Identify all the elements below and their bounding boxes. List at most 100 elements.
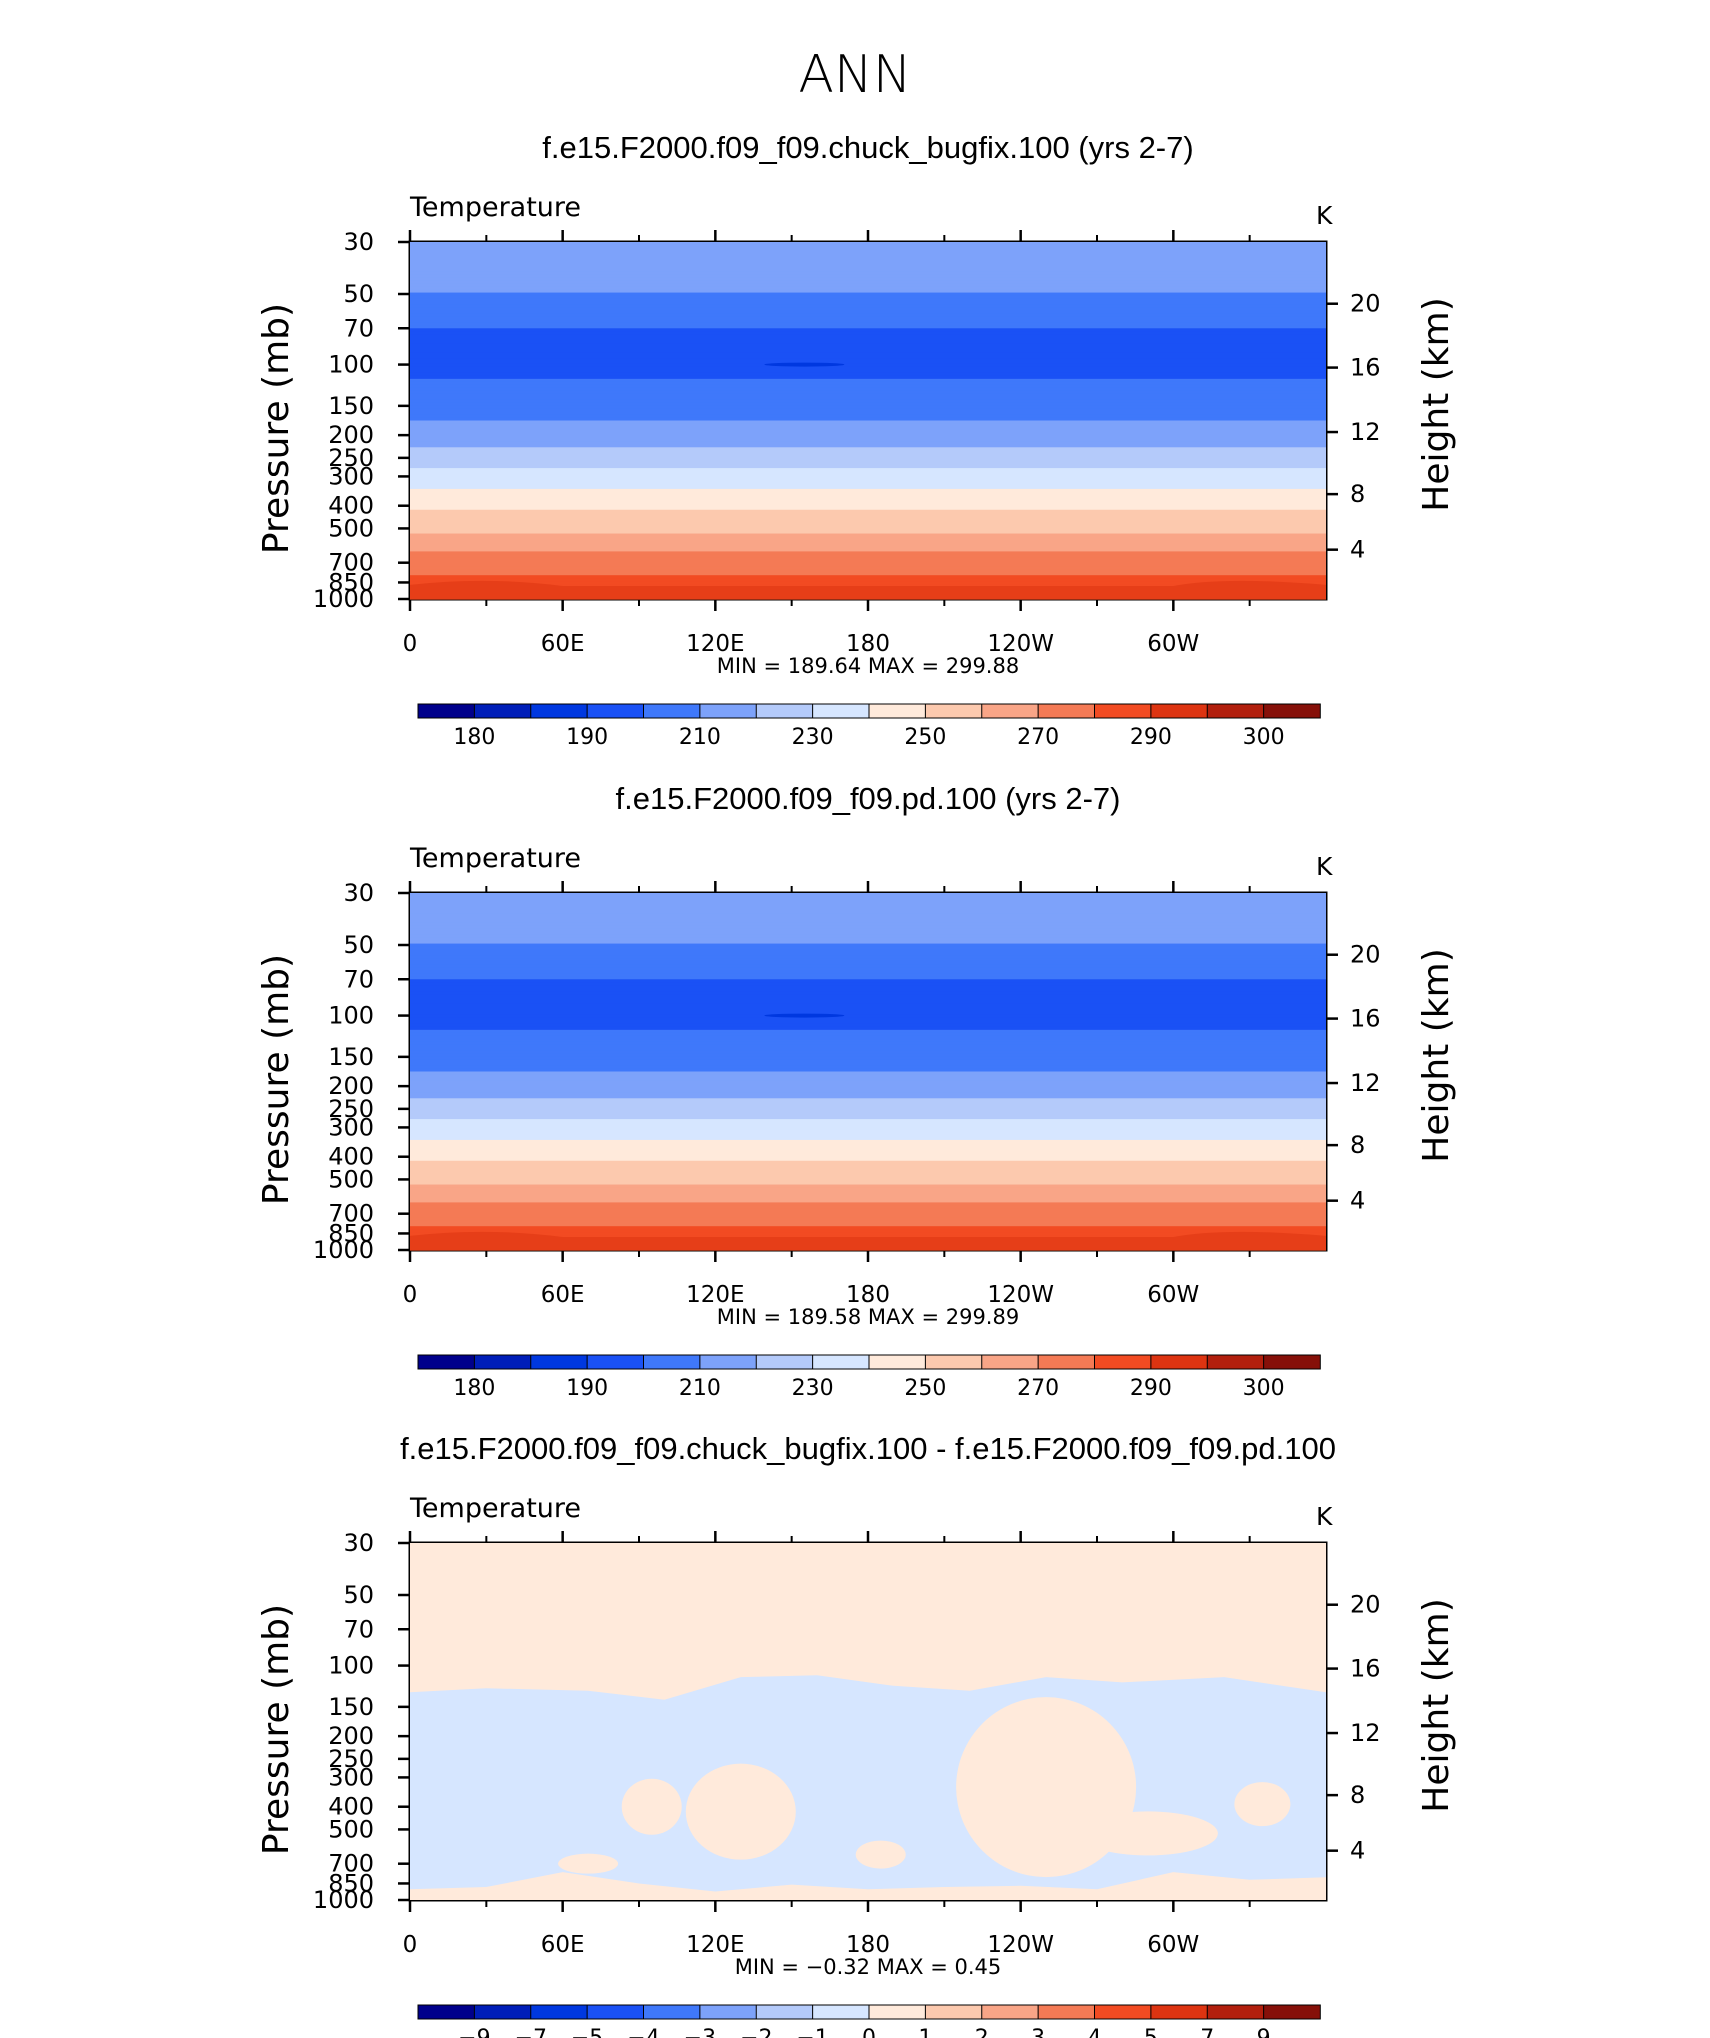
x-tick-label: 60E [541, 631, 585, 657]
temperature-band [410, 1074, 1326, 1079]
temperature-band [410, 937, 1326, 942]
y-tick-label: 100 [328, 1002, 374, 1030]
variable-label: Temperature [409, 1493, 581, 1524]
temperature-band [410, 450, 1326, 454]
temperature-band [410, 355, 1326, 359]
temperature-band [410, 438, 1326, 442]
x-tick-label: 180 [846, 1932, 890, 1958]
temperature-band [410, 1014, 1326, 1019]
temperature-band [410, 955, 1326, 960]
y-tick-label: 500 [328, 514, 374, 542]
temperature-band [410, 1226, 1326, 1230]
temperature-band [410, 1056, 1326, 1061]
colorbar-swatch [1150, 2004, 1209, 2020]
temperature-band [410, 349, 1326, 353]
temperature-band [410, 429, 1326, 433]
colorbar-label: 290 [1130, 725, 1172, 750]
x-tick-label: 180 [846, 1282, 890, 1308]
x-tick-label: 60E [541, 1282, 585, 1308]
colorbar-label: 4 [1088, 2026, 1102, 2038]
panel-title: f.e15.F2000.f09_f09.chuck_bugfix.100 (yr… [542, 130, 1193, 165]
min-max-stats: MIN = 189.58 MAX = 299.89 [717, 1305, 1019, 1329]
y-tick-label: 70 [343, 314, 374, 342]
temperature-band [410, 295, 1326, 300]
temperature-band [410, 494, 1326, 499]
temperature-band [410, 895, 1326, 900]
panel-title: f.e15.F2000.f09_f09.chuck_bugfix.100 - f… [400, 1431, 1336, 1466]
colorbar-swatch [924, 2004, 983, 2020]
x-tick-label: 120W [987, 1282, 1054, 1308]
temperature-band [410, 925, 1326, 930]
temperature-band [410, 497, 1326, 502]
colorbar-label: 190 [566, 1376, 608, 1401]
x-tick-label: 60E [541, 1932, 585, 1958]
temperature-band [410, 277, 1326, 282]
y-axis-title: Pressure (mb) [256, 954, 297, 1205]
y-tick-label: 150 [328, 1693, 374, 1721]
temperature-band [410, 307, 1326, 312]
figure-title: ANN [798, 45, 911, 105]
y-right-tick-label: 8 [1350, 1781, 1365, 1809]
temperature-band [410, 411, 1326, 416]
temperature-band [410, 262, 1326, 267]
y-tick-label: 850 [328, 1870, 374, 1898]
units-label: K [1316, 1502, 1333, 1531]
temperature-band [410, 337, 1326, 341]
temperature-band [410, 961, 1326, 965]
temperature-band [410, 462, 1326, 466]
temperature-band [410, 1041, 1326, 1046]
colorbar-label: −2 [740, 2026, 772, 2038]
y-tick-label: 400 [328, 1143, 374, 1171]
x-tick-label: 120E [686, 1282, 744, 1308]
temperature-band [410, 1089, 1326, 1093]
colorbar-label: −4 [627, 2026, 659, 2038]
temperature-band [410, 477, 1326, 481]
colorbar-swatch [473, 703, 532, 719]
temperature-band [410, 280, 1326, 285]
temperature-band [410, 1190, 1326, 1195]
temperature-band [410, 1059, 1326, 1064]
colorbar-label: 270 [1017, 1376, 1059, 1401]
y-tick-label: 200 [328, 1072, 374, 1100]
temperature-band [410, 283, 1326, 288]
y-tick-label: 850 [328, 1220, 374, 1248]
temperature-band [410, 247, 1326, 252]
temperature-band [410, 405, 1326, 410]
temperature-band [410, 994, 1326, 998]
y-tick-label: 150 [328, 1043, 374, 1071]
temperature-band [410, 1181, 1326, 1186]
temperature-band [410, 491, 1326, 496]
y-tick-label: 700 [328, 1200, 374, 1228]
y-tick-label: 1000 [313, 1886, 374, 1914]
y-tick-label: 400 [328, 1793, 374, 1821]
temperature-band [410, 548, 1326, 552]
temperature-band [410, 244, 1326, 249]
positive-difference-patch [855, 1840, 906, 1869]
temperature-band [410, 1128, 1326, 1132]
temperature-band [410, 1035, 1326, 1040]
colorbar-swatch [981, 1354, 1039, 1370]
temperature-band [410, 898, 1326, 903]
colorbar-swatch [924, 703, 983, 719]
variable-label: Temperature [409, 843, 581, 874]
colorbar-label: 9 [1257, 2026, 1271, 2038]
colorbar-label: 300 [1243, 725, 1285, 750]
y-tick-label: 70 [343, 1615, 374, 1643]
colorbar-swatch [981, 2004, 1039, 2020]
temperature-band [410, 1047, 1326, 1052]
temperature-band [410, 366, 1326, 371]
units-label: K [1316, 852, 1333, 881]
positive-difference-patch [558, 1853, 619, 1874]
y-tick-label: 500 [328, 1815, 374, 1843]
y-tick-label: 250 [328, 1095, 374, 1123]
colorbar-swatch [868, 2004, 927, 2020]
temperature-band [410, 904, 1326, 909]
colorbar-swatch [1037, 1354, 1096, 1370]
colorbar-label: 7 [1200, 2026, 1214, 2038]
temperature-band [410, 378, 1326, 383]
temperature-band [410, 1151, 1326, 1156]
temperature-band [410, 1148, 1326, 1153]
temperature-band [410, 325, 1326, 329]
colorbar-swatch [643, 2004, 701, 2020]
colorbar-label: 2 [975, 2026, 989, 2038]
